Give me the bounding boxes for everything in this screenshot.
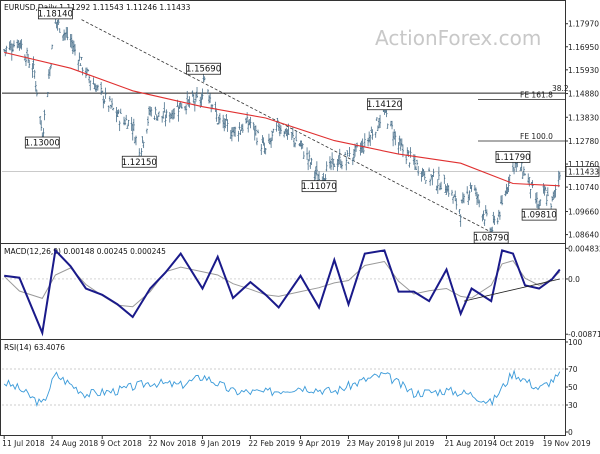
macd-y-tick: 0.0 xyxy=(568,275,580,284)
macd-panel-title: MACD(12,26,9) 0.00148 0.00245 0.000245 xyxy=(4,247,166,256)
price-y-tick: 1.12780 xyxy=(568,137,599,146)
x-date-tick: 8 Jul 2019 xyxy=(397,439,435,448)
x-date-tick: 22 Feb 2019 xyxy=(248,439,295,448)
x-date-tick: 19 Nov 2019 xyxy=(543,439,591,448)
x-date-tick: 21 Aug 2019 xyxy=(445,439,493,448)
rsi-panel-frame xyxy=(0,339,566,436)
price-annotation-box xyxy=(301,180,337,193)
fib-level-label: 38.2 xyxy=(552,84,569,93)
price-annotation-box xyxy=(186,62,221,75)
price-annotation-label: 1.11070 xyxy=(301,182,336,192)
x-date-tick: 11 Jul 2018 xyxy=(2,439,45,448)
price-y-tick: 1.13830 xyxy=(568,113,599,122)
macd-line xyxy=(4,248,561,337)
x-date-tick: 9 Jan 2019 xyxy=(200,439,240,448)
x-date-tick: 22 Nov 2018 xyxy=(148,439,196,448)
price-y-tick: 1.09660 xyxy=(568,208,599,217)
price-annotation-label: 1.08790 xyxy=(474,234,509,244)
fib-level-label: FE 100.0 xyxy=(520,132,553,141)
price-panel-title: EURUSD,Daily 1.11292 1.11543 1.11246 1.1… xyxy=(4,3,191,12)
price-y-tick: 1.15930 xyxy=(568,66,599,75)
price-annotation-box xyxy=(367,98,402,111)
price-y-tick: 1.11760 xyxy=(568,160,599,169)
macd-y-tick: 0.004832 xyxy=(568,244,600,253)
rsi-y-tick: 0 xyxy=(568,428,573,437)
price-y-tick: 1.16950 xyxy=(568,43,599,52)
price-annotation-box xyxy=(37,7,73,20)
price-y-tick: 1.14880 xyxy=(568,90,599,99)
x-date-tick: 9 Apr 2019 xyxy=(299,439,341,448)
price-annotation-label: 1.18140 xyxy=(38,9,73,19)
x-date-tick: 24 Aug 2018 xyxy=(50,439,98,448)
price-annotation-label: 1.15690 xyxy=(186,65,221,75)
x-date-tick: 9 Oct 2018 xyxy=(100,439,142,448)
rsi-y-tick: 50 xyxy=(568,383,578,392)
macd-y-tick: -0.008718 xyxy=(568,330,600,339)
price-annotation-label: 1.11790 xyxy=(495,153,530,163)
rsi-y-tick: 100 xyxy=(568,338,583,347)
price-annotation-box xyxy=(473,231,509,244)
downtrend-line xyxy=(81,19,492,233)
last-price-box xyxy=(565,166,600,177)
rsi-line xyxy=(3,369,561,408)
price-annotation-box xyxy=(121,155,157,168)
rsi-y-tick: 70 xyxy=(568,365,578,374)
price-y-tick: 1.10740 xyxy=(568,183,599,192)
watermark: ActionForex.com xyxy=(375,26,541,50)
macd-signal-line xyxy=(3,260,561,308)
price-annotation-box xyxy=(24,136,60,149)
price-annotation-label: 1.14120 xyxy=(367,100,402,110)
price-annotation-label: 1.09810 xyxy=(522,211,557,221)
price-annotation-box xyxy=(521,208,557,221)
price-annotation-box xyxy=(495,150,531,163)
price-annotation-label: 1.13000 xyxy=(25,139,60,149)
last-price-label: 1.11433 xyxy=(568,167,599,176)
price-annotation-label: 1.12150 xyxy=(122,158,157,168)
price-y-tick: 1.08640 xyxy=(568,231,599,240)
x-date-tick: 4 Oct 2019 xyxy=(492,439,534,448)
moving-average-line xyxy=(4,51,560,187)
price-y-tick: 1.17970 xyxy=(568,20,599,29)
rsi-panel-title: RSI(14) 63.4076 xyxy=(4,343,65,352)
x-date-tick: 23 May 2019 xyxy=(346,439,395,448)
macd-trend-line xyxy=(463,278,560,302)
rsi-y-tick: 30 xyxy=(568,401,578,410)
fib-level-label: FE 161.8 xyxy=(520,91,553,100)
